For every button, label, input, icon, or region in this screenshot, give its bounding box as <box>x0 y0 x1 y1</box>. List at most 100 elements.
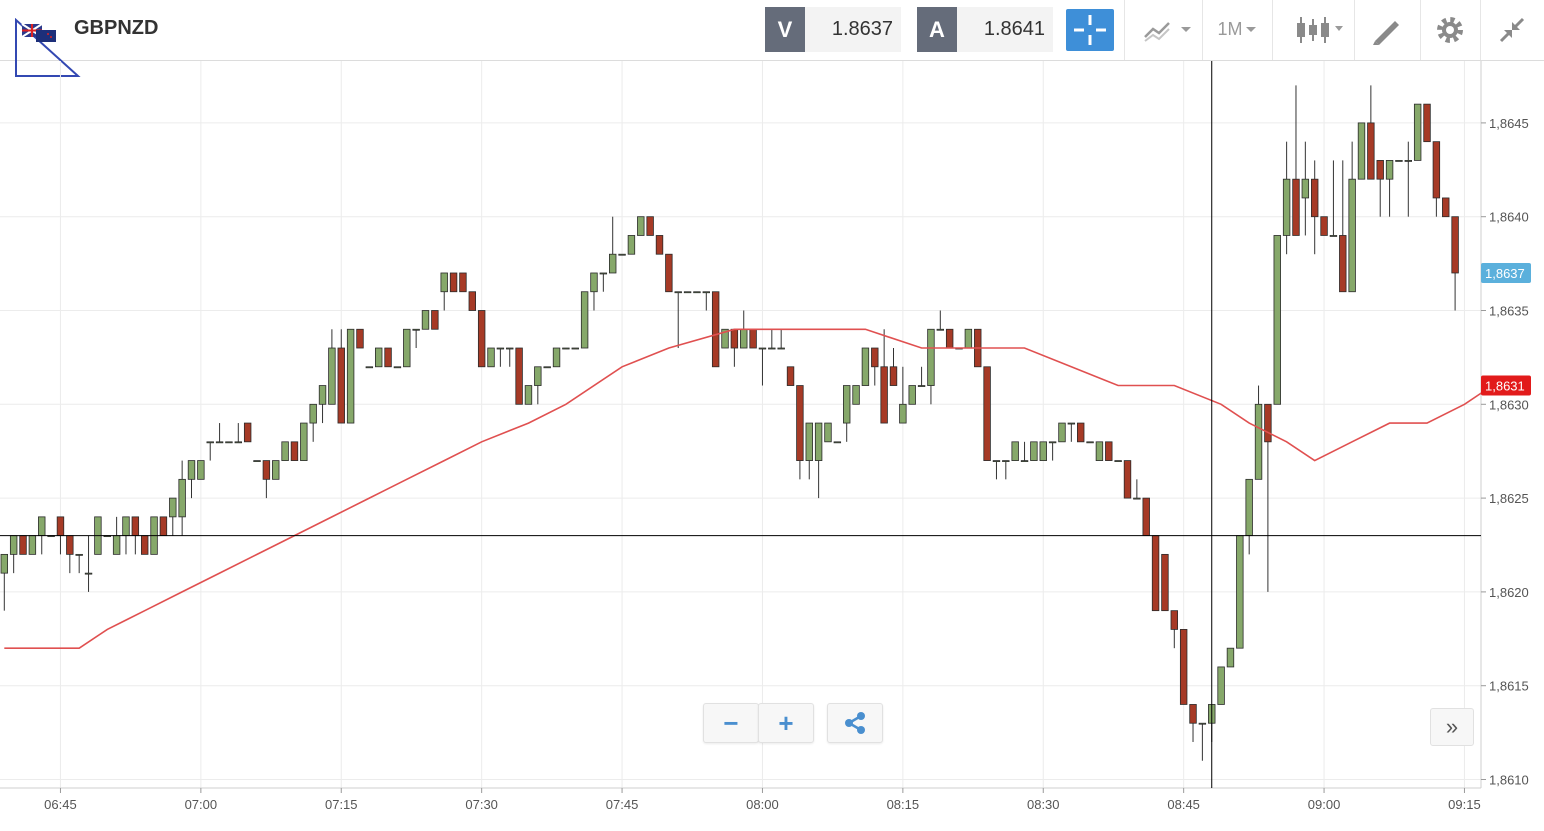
candle-body <box>112 535 121 555</box>
ma-price-marker <box>1481 375 1531 396</box>
candle-body <box>599 272 608 275</box>
candle-body <box>281 441 289 461</box>
x-tick-label: 07:15 <box>325 797 358 812</box>
candle-body <box>300 422 308 461</box>
y-tick-label: 1,8635 <box>1489 304 1529 319</box>
candlestick-chart[interactable]: 1,8610 1,8615 1,8620 1,8625 1,8630 1,8635 1,86… <box>0 61 1544 826</box>
candle-body <box>131 516 140 537</box>
scroll-to-latest-button[interactable]: » <box>1430 708 1474 746</box>
crosshair-button[interactable] <box>1066 9 1114 51</box>
candle-body <box>768 347 776 350</box>
candle-body <box>290 441 299 461</box>
bid-label[interactable]: V <box>765 7 805 52</box>
ask-label[interactable]: A <box>917 7 957 52</box>
candle-body <box>1339 235 1347 293</box>
line-chart-icon <box>1144 21 1191 42</box>
candle-body <box>234 441 242 444</box>
candles-button[interactable] <box>1280 7 1350 52</box>
y-tick-label: 1,8620 <box>1489 585 1529 600</box>
candle-body <box>1311 178 1319 218</box>
candle-body <box>683 291 692 294</box>
candle-body <box>197 460 205 480</box>
candle-body <box>1264 403 1272 443</box>
chevron-down-icon <box>1245 26 1256 32</box>
share-button[interactable] <box>827 703 883 743</box>
candle-body <box>440 272 448 293</box>
candle-body <box>1236 535 1244 649</box>
bid-value[interactable]: 1.8637 <box>805 7 901 52</box>
candle-body <box>253 460 261 462</box>
candle-body <box>431 310 439 330</box>
y-tick-label: 1,8615 <box>1489 679 1529 694</box>
current-price-marker <box>1481 262 1531 283</box>
candle-body <box>562 347 570 350</box>
collapse-button[interactable] <box>1490 7 1534 52</box>
candle-body <box>356 328 364 349</box>
candle-body <box>693 291 701 294</box>
candle-body <box>983 366 991 461</box>
zoom-in-button[interactable]: + <box>758 703 814 743</box>
candle-body <box>1292 178 1300 236</box>
chart-toolbar: GBPNZD V 1.8637 A 1.8641 1M <box>0 0 1544 77</box>
x-tick-label: 08:00 <box>746 797 779 812</box>
y-tick-label: 1,8645 <box>1489 116 1529 131</box>
candle-body <box>1011 441 1019 461</box>
candle-body <box>1404 160 1412 162</box>
candle-body <box>140 535 149 555</box>
candle-body <box>543 366 551 369</box>
zoom-out-button[interactable]: − <box>703 703 759 743</box>
candle-body <box>365 366 374 369</box>
candle-body <box>449 272 458 293</box>
candle-body <box>1114 460 1122 462</box>
candle-body <box>534 366 542 386</box>
candle-body <box>75 553 83 556</box>
candle-body <box>1095 441 1104 461</box>
candle-body <box>1329 235 1338 237</box>
candle-body <box>871 347 879 368</box>
candle-body <box>927 328 935 386</box>
candle-body <box>468 291 476 311</box>
candle-body <box>1395 160 1403 162</box>
candle-body <box>627 235 636 255</box>
candle-body <box>56 516 65 537</box>
ask-value[interactable]: 1.8641 <box>957 7 1053 52</box>
candle-body <box>824 422 832 443</box>
candle-body <box>880 366 888 424</box>
candle-body <box>814 422 823 461</box>
candle-body <box>833 441 842 444</box>
candle-body <box>1123 460 1132 499</box>
minus-icon: − <box>723 707 739 738</box>
candle-body <box>225 441 233 444</box>
candle-body <box>459 272 467 293</box>
drawing-button[interactable] <box>1362 7 1412 52</box>
symbol-title: GBPNZD <box>74 17 159 39</box>
candle-body <box>0 553 8 574</box>
candle-body <box>1086 441 1094 444</box>
candle-body <box>992 460 1001 462</box>
candle-body <box>1039 441 1047 461</box>
candle-body <box>243 422 252 443</box>
candle-body <box>740 328 748 349</box>
double-chevron-right-icon: » <box>1445 714 1459 739</box>
candle-body <box>852 385 860 405</box>
candle-body <box>936 328 944 331</box>
candle-body <box>159 516 168 537</box>
candle-body <box>917 385 926 387</box>
candle-body <box>1348 178 1356 293</box>
candle-body <box>861 347 870 386</box>
settings-button[interactable] <box>1428 7 1472 52</box>
candle-body <box>908 385 916 405</box>
candle-body <box>384 347 392 368</box>
chart-area[interactable]: 1,8610 1,8615 1,8620 1,8625 1,8630 1,8635 1,86… <box>0 61 1544 826</box>
candle-body <box>758 347 767 350</box>
x-tick-label: 09:15 <box>1448 797 1481 812</box>
timeframe-button[interactable]: 1M <box>1208 7 1268 52</box>
chart-type-button[interactable] <box>1130 7 1200 52</box>
candle-body <box>730 328 739 349</box>
candle-body <box>1413 103 1422 161</box>
candle-body <box>1142 497 1150 537</box>
y-tick-label: 1,8610 <box>1489 773 1529 788</box>
candle-body <box>506 347 514 350</box>
candle-body <box>393 366 402 369</box>
candle-body <box>1179 629 1188 705</box>
